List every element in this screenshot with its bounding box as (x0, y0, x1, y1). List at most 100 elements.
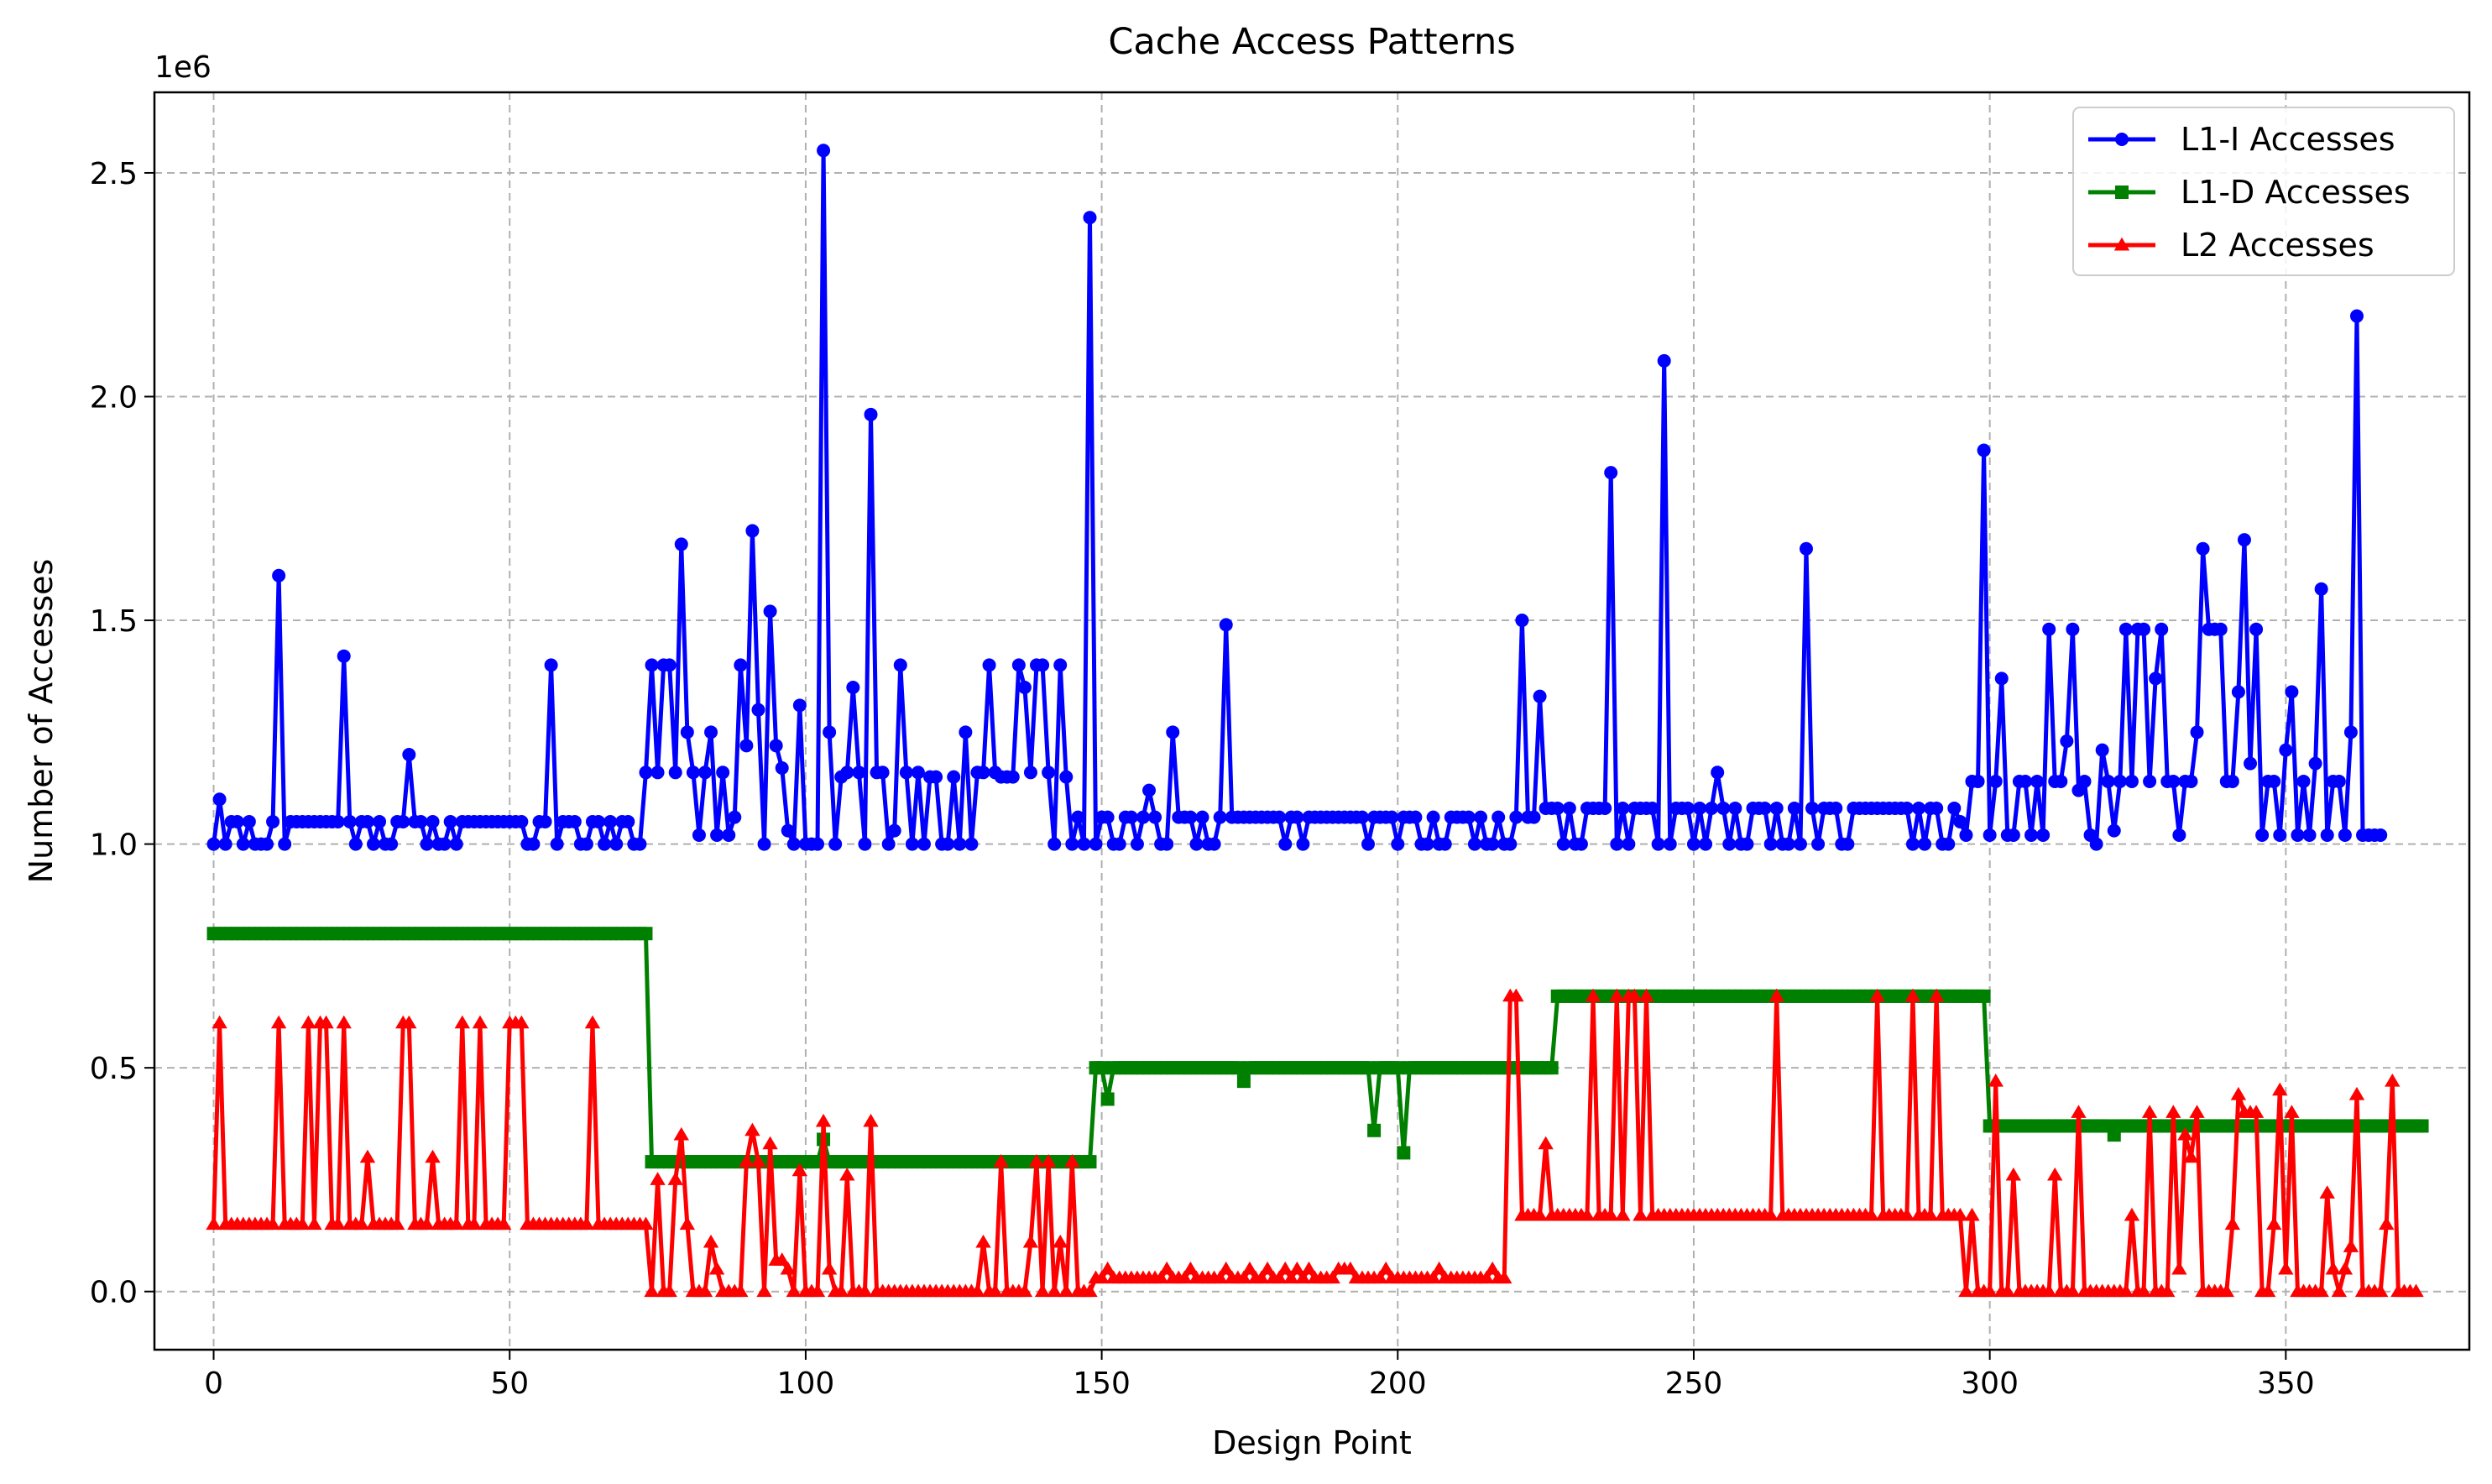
data-point (745, 524, 760, 538)
data-point (1183, 1261, 1199, 1275)
data-point (330, 1216, 346, 1231)
data-point (526, 837, 541, 851)
data-point (1278, 837, 1293, 851)
data-point (852, 766, 866, 780)
data-point (1497, 1270, 1512, 1284)
data-point (839, 1167, 855, 1181)
data-point (578, 1216, 595, 1231)
data-point (1758, 801, 1772, 815)
data-point (472, 1015, 488, 1029)
data-point (567, 814, 582, 828)
data-point (774, 1252, 790, 1266)
data-point (1988, 774, 2003, 788)
data-point (964, 837, 979, 851)
data-point (1994, 671, 2009, 686)
data-point (668, 766, 682, 780)
y-tick-label: 0.0 (90, 1276, 138, 1310)
data-point (697, 766, 712, 780)
data-point (2054, 774, 2068, 788)
data-point (1324, 1270, 1340, 1284)
legend-entry: L2 Accesses (2088, 227, 2374, 264)
data-point (1094, 1061, 1109, 1075)
data-point (1053, 658, 1068, 672)
data-point (2343, 725, 2358, 739)
data-point (2137, 622, 2151, 636)
data-point (751, 703, 765, 717)
data-point (579, 837, 593, 851)
data-point (941, 837, 955, 851)
data-point (1912, 801, 1926, 815)
data-point (295, 1216, 311, 1231)
data-point (987, 1283, 1003, 1298)
series-l1-i-accesses (206, 144, 2388, 851)
data-point (1219, 618, 1233, 632)
data-point (1017, 681, 1032, 695)
data-point (1781, 837, 1795, 851)
data-point (1431, 1261, 1447, 1275)
data-point (236, 837, 250, 851)
data-point (1028, 1153, 1045, 1168)
data-point (1527, 810, 1541, 824)
x-tick-label: 350 (2257, 1366, 2315, 1401)
data-point (1556, 837, 1570, 851)
data-point (1230, 1061, 1245, 1075)
ticks: 0 50 100 150 200 250 300 350 0.0 0.5 1.0 1.5 2.0 2.5 (90, 157, 2315, 1401)
data-point (1177, 1270, 1193, 1284)
data-point (815, 1113, 832, 1127)
data-point (2095, 743, 2109, 757)
data-point (1218, 1261, 1234, 1275)
data-point (881, 837, 896, 851)
data-point (230, 814, 244, 828)
data-point (739, 1153, 755, 1168)
data-point (2124, 1207, 2140, 1221)
data-point (2349, 309, 2364, 323)
data-point (2006, 828, 2020, 842)
data-point (401, 1015, 417, 1029)
data-point (1693, 801, 1707, 815)
x-tick-label: 100 (777, 1366, 835, 1401)
data-point (863, 1113, 879, 1127)
data-point (734, 658, 748, 672)
data-point (2065, 1283, 2081, 1298)
data-point (331, 814, 345, 828)
data-point (1100, 1092, 1115, 1106)
data-point (750, 1153, 766, 1168)
data-point (1367, 1123, 1382, 1137)
data-point (1006, 770, 1020, 784)
x-axis-label: Design Point (1212, 1424, 1412, 1461)
data-point (384, 837, 399, 851)
data-point (757, 837, 771, 851)
data-point (1869, 988, 1885, 1002)
data-point (1289, 1261, 1305, 1275)
data-point (953, 837, 967, 851)
data-point (1728, 801, 1742, 815)
data-point (1768, 988, 1784, 1002)
data-point (1947, 801, 1962, 815)
data-point (1371, 1270, 1388, 1284)
data-point (2030, 774, 2045, 788)
data-point (538, 814, 552, 828)
data-point (1899, 1207, 1915, 1221)
data-point (449, 837, 463, 851)
data-point (1550, 801, 1565, 815)
data-point (2047, 1167, 2063, 1181)
data-point (2379, 1216, 2395, 1231)
data-point (1533, 689, 1547, 703)
data-point (2348, 1086, 2365, 1100)
data-point (858, 837, 872, 851)
data-point (414, 814, 428, 828)
data-point (621, 814, 635, 828)
data-point (1011, 658, 1026, 672)
data-point (786, 837, 801, 851)
y-axis-label: Number of Accesses (23, 559, 60, 884)
data-point (1686, 837, 1701, 851)
data-point (2189, 1105, 2205, 1118)
data-point (1236, 1074, 1251, 1089)
data-point (1638, 988, 1654, 1002)
data-point (495, 1216, 512, 1231)
data-point (389, 1216, 405, 1231)
data-point (680, 725, 694, 739)
data-point (550, 837, 564, 851)
data-point (1615, 1207, 1631, 1221)
data-point (703, 1234, 719, 1248)
